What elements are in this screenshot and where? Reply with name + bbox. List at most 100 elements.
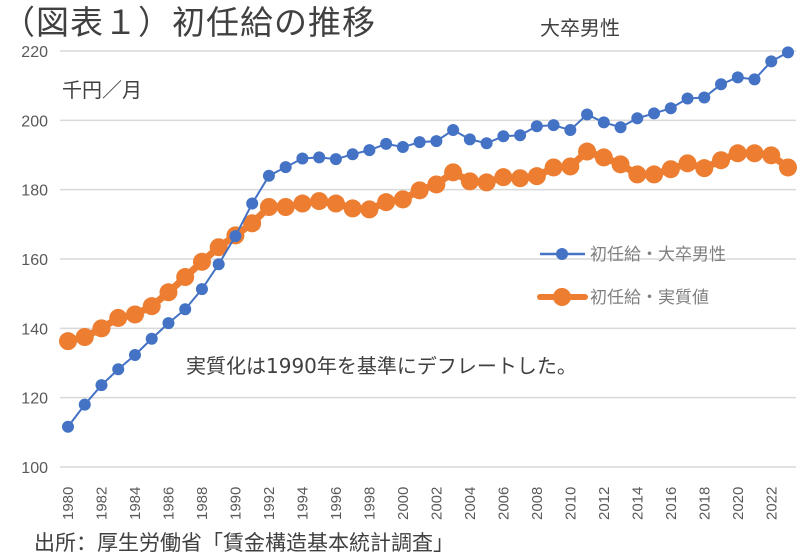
data-point-2015 — [645, 165, 664, 184]
data-point-2009 — [544, 158, 563, 177]
data-point-2012 — [597, 116, 610, 129]
data-point-2018 — [698, 91, 711, 104]
data-point-1994 — [293, 194, 312, 213]
data-point-2023 — [782, 46, 794, 59]
chart-title: （図表１）初任給の推移 — [2, 3, 376, 42]
x-tick-label: 2012 — [596, 487, 613, 520]
data-point-1980 — [62, 420, 74, 433]
x-tick-label: 2002 — [428, 487, 445, 520]
data-point-2016 — [664, 102, 677, 115]
data-point-2020 — [728, 144, 747, 163]
x-tick-label: 1986 — [160, 487, 177, 520]
legend-label-real: 初任給・実質値 — [590, 288, 709, 308]
data-point-1985 — [145, 332, 158, 345]
data-point-2010 — [561, 157, 580, 176]
y-tick-label: 140 — [21, 321, 48, 338]
x-tick-label: 2020 — [730, 487, 747, 520]
series-nominal — [62, 46, 794, 433]
data-point-2002 — [427, 175, 446, 194]
data-point-2001 — [413, 136, 426, 149]
data-point-1999 — [380, 137, 393, 150]
data-point-1981 — [75, 328, 94, 346]
data-point-2008 — [530, 120, 543, 133]
data-point-2005 — [480, 137, 493, 150]
data-point-1991 — [246, 197, 259, 210]
data-point-2021 — [745, 144, 764, 163]
legend: 初任給・大卒男性 初任給・実質値 — [537, 245, 726, 308]
data-point-1984 — [128, 349, 141, 362]
data-point-1988 — [195, 283, 208, 296]
y-tick-label: 100 — [21, 460, 48, 477]
data-point-2016 — [661, 160, 680, 179]
x-tick-label: 1980 — [60, 487, 77, 520]
data-point-2008 — [527, 167, 546, 186]
x-tick-label: 1998 — [361, 487, 378, 520]
data-point-1986 — [159, 283, 178, 302]
x-tick-label: 1992 — [261, 487, 278, 520]
data-point-2011 — [578, 142, 597, 161]
data-point-1993 — [279, 161, 292, 174]
data-point-1981 — [78, 398, 91, 411]
data-point-2011 — [581, 108, 594, 121]
x-tick-label: 1984 — [127, 487, 144, 520]
data-point-2020 — [731, 71, 744, 84]
data-point-2000 — [393, 190, 412, 209]
data-point-2017 — [681, 92, 694, 105]
data-point-1982 — [95, 379, 108, 392]
data-point-2005 — [477, 173, 496, 192]
chart-subtitle: 大卒男性 — [540, 16, 620, 40]
x-axis-ticks: 1980 1982 1984 1986 1988 1990 1992 1994 1996 1998… — [60, 487, 780, 520]
data-point-2022 — [762, 146, 781, 165]
data-point-1997 — [346, 148, 359, 161]
y-tick-label: 220 — [21, 44, 48, 61]
y-tick-label: 200 — [21, 113, 48, 130]
data-point-2010 — [564, 124, 577, 137]
x-tick-label: 2022 — [763, 487, 780, 520]
data-point-1987 — [176, 268, 195, 287]
data-point-1988 — [192, 252, 211, 271]
x-tick-label: 1982 — [93, 487, 110, 520]
y-axis-ticks: 100 120 140 160 180 200 220 — [21, 44, 48, 477]
data-point-2013 — [614, 121, 627, 134]
data-point-1996 — [326, 194, 345, 213]
data-point-2015 — [648, 107, 661, 120]
x-tick-label: 2000 — [395, 487, 412, 520]
data-point-2001 — [410, 181, 429, 200]
data-point-1993 — [276, 198, 295, 216]
data-point-1992 — [259, 198, 278, 216]
legend-label-nominal: 初任給・大卒男性 — [590, 245, 726, 265]
y-axis-unit-label: 千円／月 — [62, 78, 142, 102]
data-point-1986 — [162, 317, 175, 330]
data-point-1998 — [363, 144, 376, 157]
data-point-1980 — [59, 332, 77, 351]
data-point-2017 — [678, 154, 697, 173]
data-point-2002 — [430, 135, 443, 148]
source-caption: 出所：厚生労働省「賃金構造基本統計調査」 — [34, 531, 454, 555]
x-tick-label: 2004 — [462, 487, 479, 520]
y-tick-label: 180 — [21, 183, 48, 200]
series-layer — [59, 46, 797, 433]
data-point-2004 — [460, 172, 479, 191]
data-point-2013 — [611, 155, 630, 174]
data-point-1982 — [92, 319, 111, 338]
data-point-2014 — [631, 112, 644, 125]
data-point-2018 — [695, 159, 714, 178]
annotation-note: 実質化は1990年を基準にデフレートした。 — [186, 354, 577, 378]
x-tick-label: 2008 — [529, 487, 546, 520]
data-point-2007 — [511, 169, 530, 188]
data-point-2003 — [444, 163, 463, 182]
data-point-1991 — [243, 214, 262, 233]
x-tick-label: 2018 — [696, 487, 713, 520]
x-tick-label: 1994 — [294, 487, 311, 520]
data-point-2022 — [765, 55, 778, 68]
data-point-1989 — [212, 258, 225, 271]
data-point-1985 — [142, 297, 161, 316]
data-point-1998 — [360, 200, 379, 219]
data-point-2019 — [715, 78, 728, 91]
data-point-2023 — [779, 158, 797, 177]
data-point-2021 — [748, 73, 761, 86]
data-point-1995 — [310, 192, 329, 211]
legend-item-nominal: 初任給・大卒男性 — [540, 245, 726, 265]
data-point-1992 — [262, 169, 275, 182]
data-point-2004 — [463, 133, 476, 146]
